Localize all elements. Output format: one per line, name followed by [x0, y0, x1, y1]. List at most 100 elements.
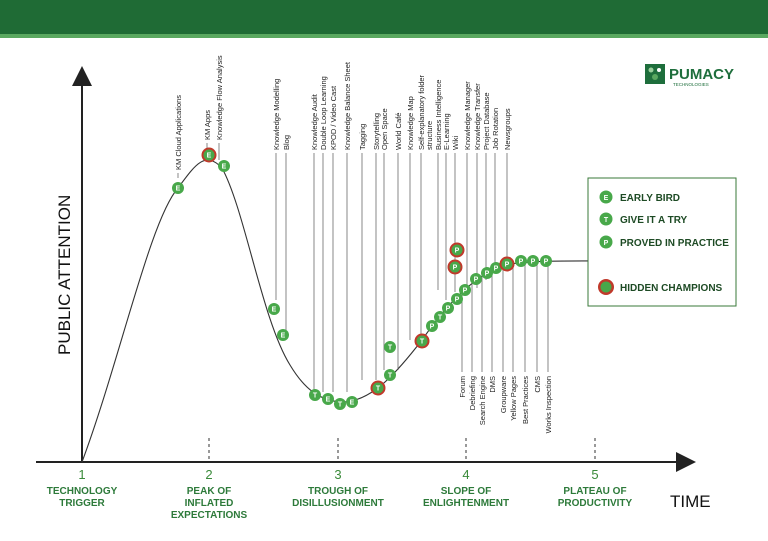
technique-label: Forum: [458, 376, 467, 398]
technique-marker: E: [322, 393, 334, 405]
svg-text:T: T: [388, 345, 393, 352]
svg-text:E: E: [326, 397, 331, 404]
header-banner: [0, 0, 768, 34]
technique-label: Best Practices: [521, 376, 530, 424]
technique-label: Double Loop Learning: [319, 76, 328, 150]
svg-text:E: E: [281, 333, 286, 340]
technique-marker: T: [434, 311, 446, 323]
technique-label: KM Cloud Applications: [174, 95, 183, 170]
technique-label: Knowledge Map: [406, 96, 415, 150]
svg-text:E: E: [272, 307, 277, 314]
svg-text:T: T: [338, 402, 343, 409]
svg-text:P: P: [485, 271, 490, 278]
technique-label: Blog: [282, 135, 291, 150]
phase-name: TRIGGER: [59, 498, 105, 509]
phase-number: 4: [462, 467, 469, 482]
phase-name: TECHNOLOGY: [47, 486, 118, 497]
technique-label: Job Rotation: [491, 108, 500, 150]
technique-label: Yellow Pages: [509, 376, 518, 421]
technique-label: Knowledge Modelling: [272, 79, 281, 150]
technique-label: Works Inspection: [544, 376, 553, 433]
technique-marker: P: [451, 293, 463, 305]
phase-name: SLOPE OF: [441, 486, 492, 497]
technique-label: Open Space: [380, 108, 389, 150]
hidden-champion-marker: P: [447, 259, 463, 275]
technique-label: Self-explanatory folder: [417, 74, 426, 150]
technique-marker: T: [334, 398, 346, 410]
svg-text:P: P: [455, 297, 460, 304]
technique-marker: P: [426, 320, 438, 332]
y-axis-title: PUBLIC ATTENTION: [55, 195, 74, 355]
technique-label: DMS: [488, 376, 497, 393]
phase-name: INFLATED: [185, 498, 234, 509]
hidden-champion-marker: T: [370, 380, 386, 396]
svg-text:E: E: [604, 195, 609, 202]
phase-name: EXPECTATIONS: [171, 510, 248, 521]
legend-item: P PROVED IN PRACTICE: [599, 235, 729, 249]
technique-marker: E: [277, 329, 289, 341]
svg-text:P: P: [519, 259, 524, 266]
svg-text:P: P: [455, 248, 460, 255]
hidden-champion-marker: P: [499, 256, 515, 272]
svg-text:T: T: [388, 373, 393, 380]
technique-marker: P: [490, 262, 502, 274]
technique-label: Newsgroups: [503, 108, 512, 150]
phase-number: 1: [78, 467, 85, 482]
technique-label: Knowledge Transfer: [473, 83, 482, 150]
technique-marker: P: [470, 273, 482, 285]
phase-name: TROUGH OF: [308, 486, 368, 497]
legend-label: EARLY BIRD: [620, 193, 680, 204]
svg-text:P: P: [463, 288, 468, 295]
phase-name: PLATEAU OF: [563, 486, 626, 497]
legend-item: E EARLY BIRD: [599, 190, 680, 204]
technique-marker: E: [218, 160, 230, 172]
brand-tagline: TECHNOLOGIES: [673, 82, 709, 87]
technique-marker: E: [172, 182, 184, 194]
technique-marker: E: [346, 396, 358, 408]
legend-label: HIDDEN CHAMPIONS: [620, 283, 723, 294]
technique-label: Debriefing: [468, 376, 477, 410]
technique-label: Project Database: [482, 92, 491, 150]
legend-label: PROVED IN PRACTICE: [620, 238, 729, 249]
svg-text:P: P: [505, 262, 510, 269]
svg-text:P: P: [446, 306, 451, 313]
svg-text:T: T: [376, 386, 381, 393]
technique-marker: P: [527, 255, 539, 267]
svg-text:P: P: [544, 259, 549, 266]
phase-name: PRODUCTIVITY: [558, 498, 633, 509]
technique-label: Wiki: [451, 136, 460, 150]
technique-label: Knowledge Flow Analysis: [215, 55, 224, 140]
hidden-champion-marker: T: [414, 333, 430, 349]
svg-text:P: P: [453, 265, 458, 272]
legend: E EARLY BIRD T GIVE IT A TRY P PROVED IN PRAC…: [587, 177, 737, 307]
technique-label: Groupware: [499, 376, 508, 413]
technique-label: Business Intelligence: [434, 80, 443, 150]
phase-name: PEAK OF: [187, 486, 231, 497]
x-axis-title: TIME: [670, 492, 711, 511]
brand-logo: PUMACY TECHNOLOGIES: [645, 64, 734, 87]
legend-item: T GIVE IT A TRY: [599, 212, 688, 226]
technique-label: Search Engine: [478, 376, 487, 425]
technique-marker: P: [481, 267, 493, 279]
svg-text:P: P: [604, 240, 609, 247]
brand-name: PUMACY: [669, 66, 734, 83]
svg-text:P: P: [474, 277, 479, 284]
svg-text:E: E: [222, 164, 227, 171]
technique-label: Knowledge Audit: [310, 93, 319, 150]
legend-icon: [599, 190, 613, 204]
technique-marker: P: [540, 255, 552, 267]
technique-marker: P: [515, 255, 527, 267]
phase-number: 3: [334, 467, 341, 482]
hype-curve: [81, 159, 655, 463]
svg-text:E: E: [176, 186, 181, 193]
legend-icon: [599, 212, 613, 226]
technique-marker: P: [459, 284, 471, 296]
technique-label: World Café: [394, 113, 403, 150]
svg-text:T: T: [604, 217, 609, 224]
phase-number: 5: [591, 467, 598, 482]
hidden-champion-marker: E: [201, 147, 217, 163]
phase-number: 2: [205, 467, 212, 482]
technique-label: Knowledge Manager: [463, 81, 472, 150]
